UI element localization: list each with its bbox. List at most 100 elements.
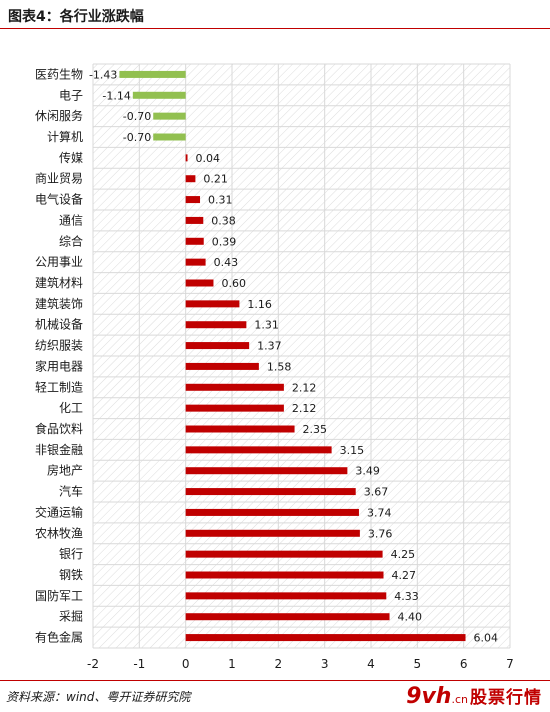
x-tick-label: 2 (275, 657, 283, 671)
x-tick-label: 0 (182, 657, 190, 671)
value-label: 1.16 (247, 298, 272, 311)
category-label: 房地产 (47, 463, 83, 478)
bar (185, 216, 204, 224)
x-tick-label: 5 (414, 657, 422, 671)
category-label: 传媒 (59, 150, 83, 165)
category-label: 国防军工 (35, 588, 83, 603)
bar (185, 613, 390, 621)
x-tick-label: 7 (506, 657, 514, 671)
value-label: 3.49 (355, 465, 380, 478)
category-label: 农林牧渔 (35, 526, 83, 540)
bar (119, 70, 186, 78)
bar (185, 592, 387, 600)
watermark-mark: 9vh (406, 684, 452, 709)
value-label: 3.15 (340, 444, 365, 457)
value-label: -0.70 (123, 110, 151, 123)
bar (185, 154, 188, 162)
category-label: 钢铁 (59, 568, 83, 582)
category-label: 建筑材料 (35, 275, 83, 290)
value-label: 0.39 (212, 235, 237, 248)
category-label: 采掘 (59, 609, 83, 624)
value-label: 0.38 (211, 214, 236, 227)
bar (185, 362, 259, 370)
value-label: 0.21 (203, 173, 228, 186)
bar (185, 529, 360, 537)
bar (185, 175, 196, 183)
value-label: 6.04 (474, 632, 499, 645)
bar (185, 258, 206, 266)
value-label: 4.33 (394, 590, 419, 603)
bar (185, 571, 384, 579)
bar (185, 425, 295, 433)
bar (153, 112, 186, 120)
bar (185, 300, 240, 308)
x-tick-label: -1 (133, 657, 145, 671)
value-label: 3.67 (364, 486, 389, 499)
bar (185, 508, 359, 516)
value-label: 4.27 (392, 569, 417, 582)
category-label: 综合 (59, 233, 83, 248)
bar (185, 321, 247, 329)
bar (185, 467, 348, 475)
value-label: -1.43 (89, 68, 117, 81)
value-label: 2.12 (292, 402, 317, 415)
category-label: 银行 (59, 547, 83, 561)
value-label: 4.40 (398, 611, 423, 624)
figure-title: 图表4：各行业涨跌幅 (8, 9, 144, 25)
value-label: 2.12 (292, 381, 317, 394)
bar (185, 446, 332, 454)
category-label: 食品饮料 (35, 421, 83, 436)
bars (119, 70, 466, 642)
category-label: 纺织服装 (35, 339, 83, 353)
x-tick-label: 1 (228, 657, 236, 671)
category-label: 建筑装饰 (35, 296, 83, 311)
x-tick-label: 6 (460, 657, 468, 671)
category-label: 计算机 (47, 129, 83, 144)
value-label: 4.25 (391, 548, 416, 561)
bar (185, 237, 204, 245)
bar (185, 342, 250, 350)
value-label: 0.60 (221, 277, 246, 290)
bar (185, 383, 284, 391)
value-label: 2.35 (303, 423, 328, 436)
category-label: 交通运输 (35, 504, 83, 519)
value-label: 0.04 (196, 152, 221, 165)
category-label: 非银金融 (35, 442, 83, 457)
category-labels: 医药生物电子休闲服务计算机传媒商业贸易电气设备通信综合公用事业建筑材料建筑装饰机… (35, 67, 83, 644)
bar (153, 133, 186, 141)
category-label: 公用事业 (35, 255, 83, 269)
category-label: 电子 (59, 88, 83, 102)
value-label: -1.14 (102, 89, 130, 102)
category-label: 化工 (59, 401, 83, 415)
bar (185, 488, 356, 496)
footer-rule (0, 680, 550, 681)
bar (185, 634, 466, 642)
value-label: 3.74 (367, 506, 392, 519)
value-label: 0.31 (208, 194, 233, 207)
x-tick-label: 4 (367, 657, 375, 671)
source-note: 资料来源：wind、粤开证券研究院 (6, 690, 191, 704)
bar (185, 404, 284, 412)
value-label: 1.58 (267, 360, 292, 373)
value-label: -0.70 (123, 131, 151, 144)
watermark-text: 股票行情 (470, 688, 542, 708)
x-tick-label: -2 (87, 657, 99, 671)
title-rule (0, 28, 550, 29)
value-label: 0.43 (214, 256, 239, 269)
value-labels: -1.43 -1.14 -0.70 -0.70 0.04 0.21 0.31 0.38 0.39… (89, 68, 498, 644)
category-label: 轻工制造 (35, 380, 83, 394)
category-label: 家用电器 (35, 358, 83, 373)
category-label: 商业贸易 (35, 171, 83, 186)
category-label: 休闲服务 (35, 108, 83, 123)
watermark-logo: 9vh .cn 股票行情 (406, 683, 542, 709)
value-label: 1.31 (254, 319, 279, 332)
category-label: 有色金属 (35, 630, 83, 645)
bar (185, 550, 383, 558)
bar (132, 91, 186, 99)
category-label: 通信 (59, 213, 83, 227)
value-label: 3.76 (368, 527, 393, 540)
category-label: 医药生物 (35, 67, 83, 81)
watermark-suffix: .cn (451, 693, 468, 706)
category-label: 汽车 (59, 484, 83, 499)
